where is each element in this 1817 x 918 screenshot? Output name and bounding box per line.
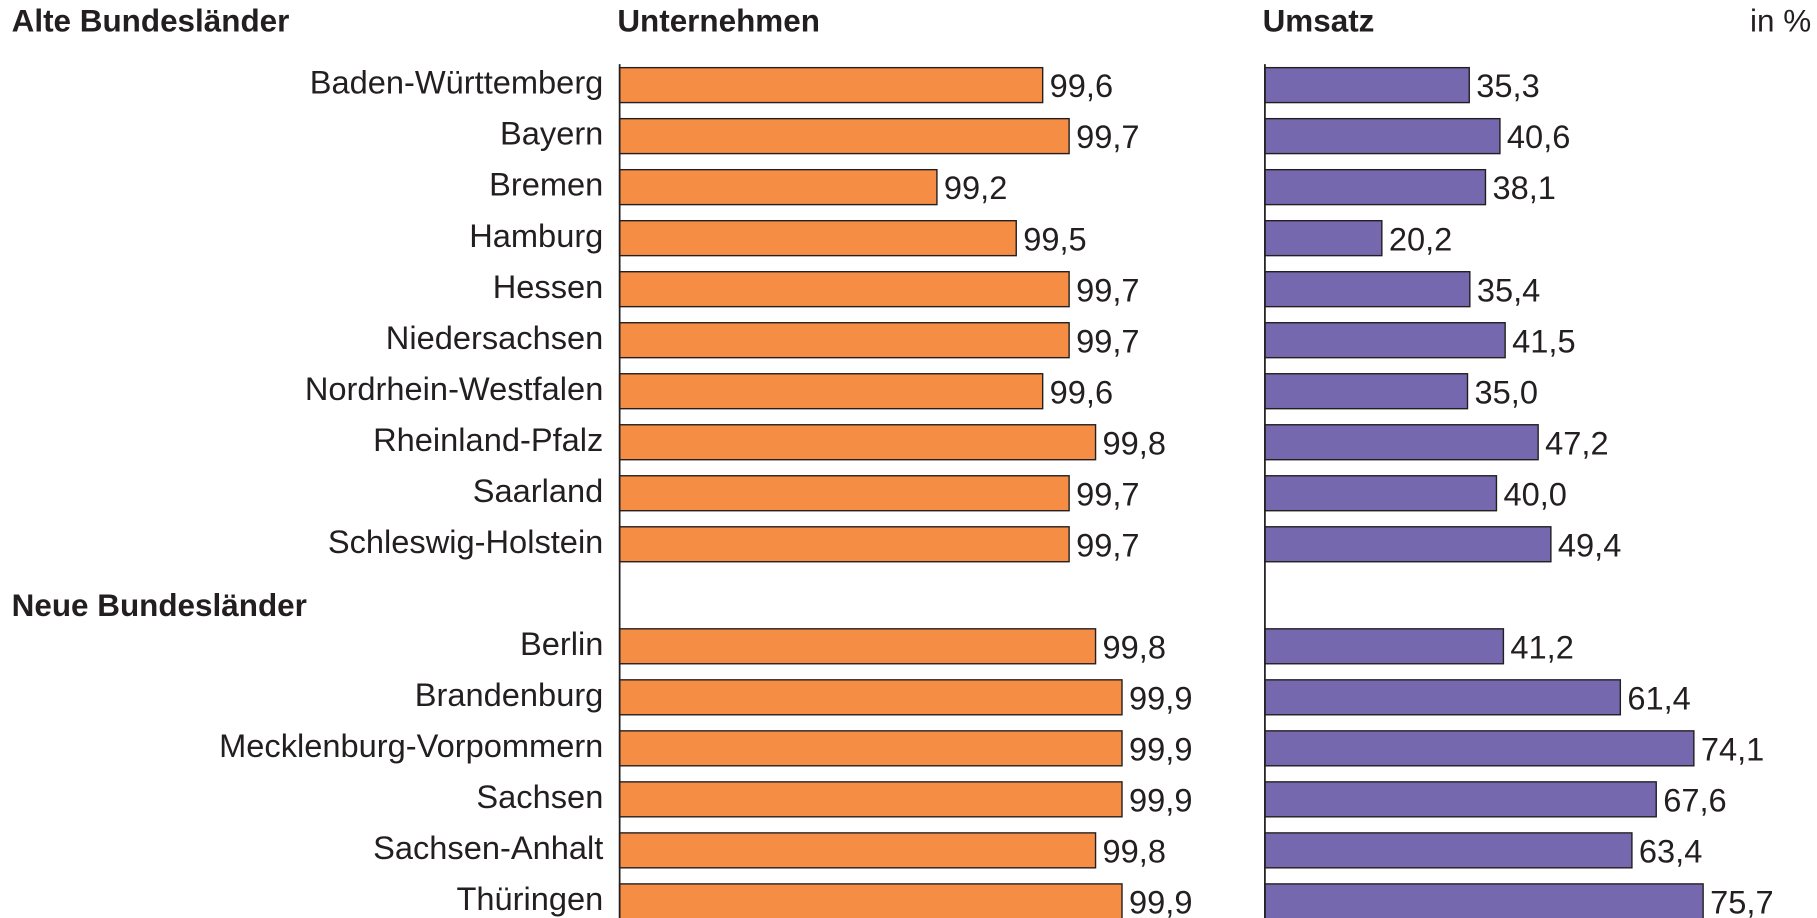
category-label: Bayern: [500, 115, 603, 152]
category-label: Hamburg: [469, 217, 603, 254]
category-label: Sachsen: [476, 778, 603, 815]
value-label: 49,4: [1558, 526, 1621, 563]
value-label: 99,7: [1076, 271, 1139, 308]
value-label: 99,9: [1129, 883, 1192, 918]
category-label: Schleswig-Holstein: [328, 523, 603, 560]
value-label: 99,7: [1076, 475, 1139, 512]
category-label: Rheinland-Pfalz: [373, 421, 603, 458]
value-label: 38,1: [1492, 169, 1555, 206]
value-label: 99,9: [1129, 730, 1192, 767]
bar: [618, 219, 1017, 257]
bar: [1264, 66, 1470, 104]
value-label: 61,4: [1627, 679, 1690, 716]
category-label: Mecklenburg-Vorpommern: [219, 727, 603, 764]
value-label: 35,4: [1477, 271, 1540, 308]
bar: [1264, 219, 1383, 257]
value-label: 99,8: [1103, 832, 1166, 869]
bar: [618, 322, 1070, 359]
bar: [1264, 628, 1505, 665]
value-label: 99,2: [944, 169, 1007, 206]
bar: [618, 424, 1097, 461]
category-label: Niedersachsen: [386, 319, 604, 356]
bar: [618, 781, 1123, 818]
bar: [618, 628, 1097, 665]
value-label: 99,6: [1050, 67, 1113, 104]
value-label: 41,5: [1512, 322, 1575, 359]
value-label: 99,7: [1076, 118, 1139, 155]
bar: [1264, 526, 1552, 563]
bar: [618, 679, 1123, 716]
bar: [618, 168, 938, 206]
bar: [618, 117, 1070, 155]
category-label: Thüringen: [456, 880, 603, 917]
category-label: Saarland: [473, 472, 604, 509]
value-label: 99,8: [1103, 628, 1166, 665]
bar: [618, 526, 1070, 563]
bar: [1264, 117, 1501, 155]
panel-title: Unternehmen: [617, 4, 820, 39]
value-label: 35,0: [1475, 373, 1538, 410]
category-label: Brandenburg: [415, 676, 604, 713]
bar: [1264, 424, 1539, 461]
bar: [1264, 883, 1704, 918]
value-label: 99,5: [1023, 220, 1086, 257]
value-label: 99,6: [1050, 373, 1113, 410]
group-header: Neue Bundesländer: [12, 588, 307, 623]
category-label: Baden-Württemberg: [310, 64, 604, 101]
value-label: 99,7: [1076, 322, 1139, 359]
bar: [618, 883, 1123, 918]
bar: [618, 475, 1070, 512]
value-label: 99,9: [1129, 679, 1192, 716]
bar: [618, 271, 1070, 308]
bar: [1264, 271, 1471, 308]
bar: [1264, 168, 1487, 206]
value-label: 20,2: [1389, 220, 1452, 257]
value-label: 99,9: [1129, 781, 1192, 818]
bar: [1264, 679, 1622, 716]
value-label: 40,6: [1507, 118, 1570, 155]
bar: [618, 832, 1097, 869]
group-header: Alte Bundesländer: [12, 4, 290, 39]
value-label: 74,1: [1701, 730, 1764, 767]
category-label: Sachsen-Anhalt: [373, 829, 603, 866]
value-label: 67,6: [1663, 781, 1726, 818]
category-label: Berlin: [520, 625, 603, 662]
bar: [618, 66, 1044, 104]
bar: [1264, 730, 1695, 767]
value-label: 35,3: [1476, 67, 1539, 104]
bar: [1264, 322, 1506, 359]
bar: [1264, 475, 1498, 512]
value-label: 63,4: [1639, 832, 1702, 869]
value-label: 41,2: [1510, 628, 1573, 665]
value-label: 99,7: [1076, 526, 1139, 563]
value-label: 40,0: [1503, 475, 1566, 512]
bar: [618, 730, 1123, 767]
bar: [1264, 373, 1469, 410]
bar: [1264, 832, 1633, 869]
value-label: 99,8: [1103, 424, 1166, 461]
value-label: 47,2: [1545, 424, 1608, 461]
bar: [618, 373, 1044, 410]
category-label: Bremen: [489, 166, 603, 203]
value-label: 75,7: [1710, 883, 1773, 918]
panel-title: Umsatz: [1263, 4, 1375, 39]
category-label: Hessen: [493, 268, 604, 305]
bar: [1264, 781, 1657, 818]
unit-label: in %: [1750, 4, 1811, 39]
category-label: Nordrhein-Westfalen: [305, 370, 603, 407]
